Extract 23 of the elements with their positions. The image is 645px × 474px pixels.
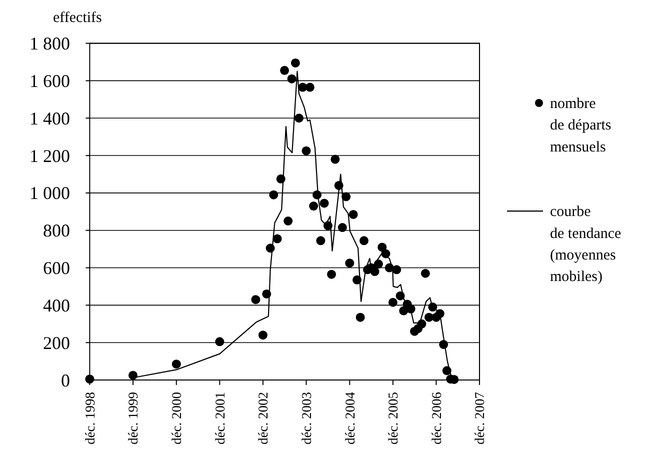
y-tick-label: 0	[61, 370, 70, 390]
y-tick-label: 400	[43, 295, 70, 316]
y-tick-label: 800	[43, 220, 70, 241]
x-tick-label: déc. 2005	[386, 392, 401, 444]
y-tick-label: 1 400	[30, 108, 70, 128]
y-tick-label: 1 000	[30, 183, 70, 204]
y-axis-title: effectifs	[53, 10, 102, 26]
x-tick-label: déc. 2001	[212, 392, 228, 444]
x-tick-label: déc. 1999	[126, 392, 141, 444]
x-tick-label: déc. 2006	[428, 392, 444, 444]
x-tick-label: déc. 2002	[256, 392, 271, 444]
x-tick-label: déc. 2004	[342, 392, 358, 444]
y-tick-label: 600	[43, 258, 70, 278]
y-tick-label: 200	[43, 332, 70, 353]
y-tick-label: 1 600	[30, 71, 70, 92]
x-tick-label: déc. 1998	[82, 392, 98, 444]
x-tick-label: déc. 2007	[472, 392, 488, 444]
y-tick-label: 1 200	[30, 146, 70, 166]
legend-label: courbe de tendance (moyennes mobiles)	[550, 204, 622, 286]
x-tick-label: déc. 2003	[298, 392, 314, 444]
x-tick-label: déc. 2000	[169, 392, 184, 444]
y-tick-label: 1 800	[30, 34, 70, 54]
legend-label: nombre de départs mensuels	[550, 96, 612, 156]
